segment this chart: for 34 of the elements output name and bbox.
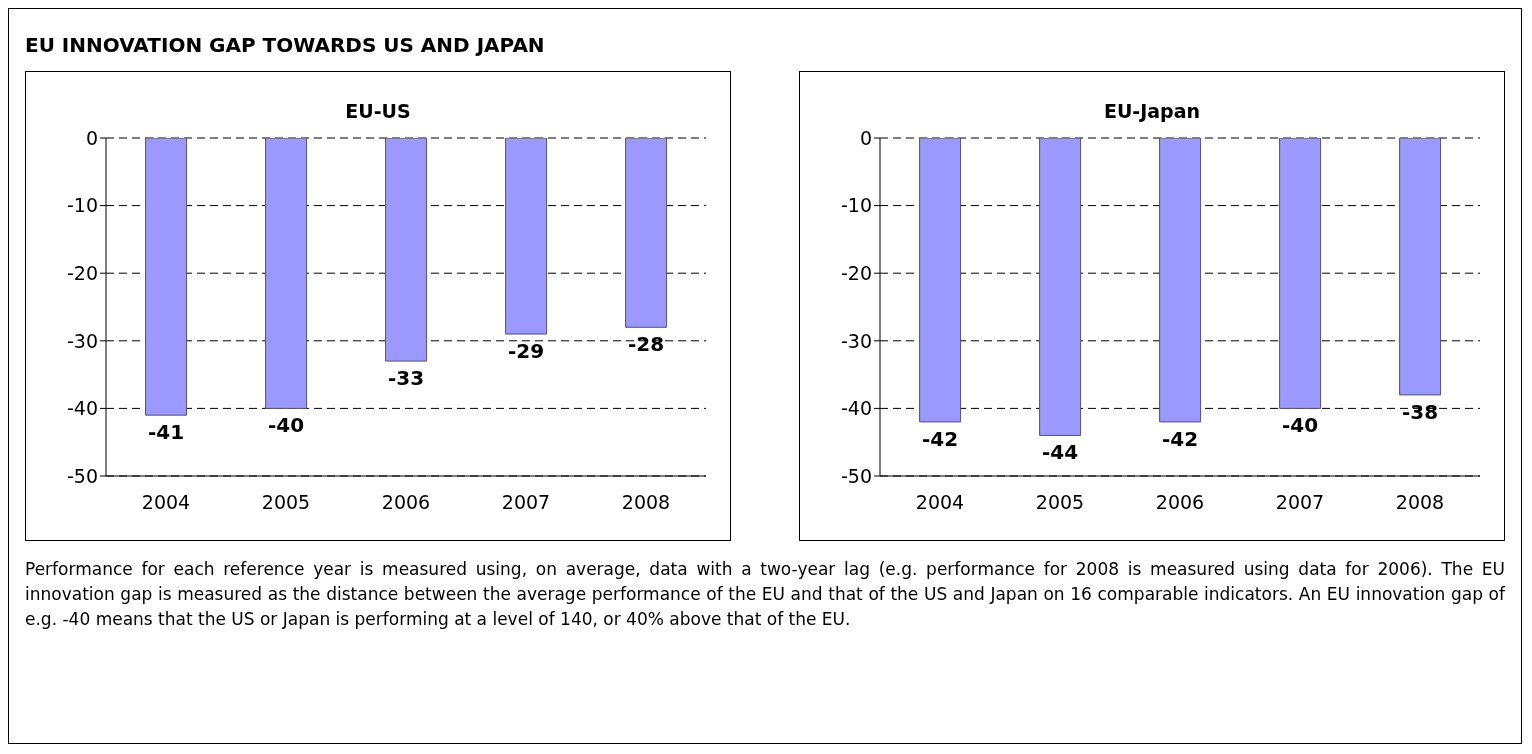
y-tick-label: -20	[66, 261, 98, 284]
data-label: -40	[268, 413, 305, 438]
text: EU INNOVATION GAP TOWARDS US AND JAPAN	[25, 33, 546, 57]
data-label: -44	[1042, 440, 1079, 465]
y-tick-label: -10	[840, 194, 872, 217]
data-label: -41	[148, 420, 185, 445]
chart-title: EU-US	[344, 100, 412, 122]
y-tick-label: -50	[66, 464, 98, 487]
y-tick-label: -40	[66, 397, 98, 420]
x-tick-label: 2007	[1275, 491, 1325, 514]
x-tick-label: 2005	[261, 491, 311, 514]
x-tick-label: 2007	[501, 491, 551, 514]
x-tick-label: 2006	[1155, 491, 1205, 514]
data-label: -42	[1162, 426, 1199, 451]
x-tick-label: 2006	[381, 491, 431, 514]
y-tick-label: -10	[66, 194, 98, 217]
x-tick-label: 2008	[1395, 491, 1445, 514]
data-label: -29	[508, 339, 545, 364]
data-label: -42	[922, 426, 959, 451]
y-tick-label: -30	[840, 329, 872, 352]
y-tick-label: -40	[840, 397, 872, 420]
y-tick-label: -30	[66, 329, 98, 352]
data-label: -33	[388, 366, 425, 391]
y-tick-label: -50	[840, 464, 872, 487]
data-label: -40	[1282, 413, 1319, 438]
text: Performance for each reference year is measured using, on average, data with a two-year lag (e.g. performance for 2008 is measured using data for 2006). The EU innovation gap is measured as the distance between the average performance of the EU and that of the US and Japan on 16 comparable indicators. An EU innovation gap of e.g. -40 means that the US or Japan is performing at a level of 140, or 40% above that of the EU.	[25, 558, 1505, 631]
x-tick-label: 2004	[141, 491, 191, 514]
chart-title: EU-Japan	[1102, 100, 1202, 122]
y-tick-label: 0	[859, 126, 872, 149]
x-tick-label: 2004	[915, 491, 965, 514]
y-tick-label: 0	[85, 126, 98, 149]
x-tick-label: 2005	[1035, 491, 1085, 514]
x-tick-label: 2008	[621, 491, 671, 514]
y-tick-label: -20	[840, 261, 872, 284]
